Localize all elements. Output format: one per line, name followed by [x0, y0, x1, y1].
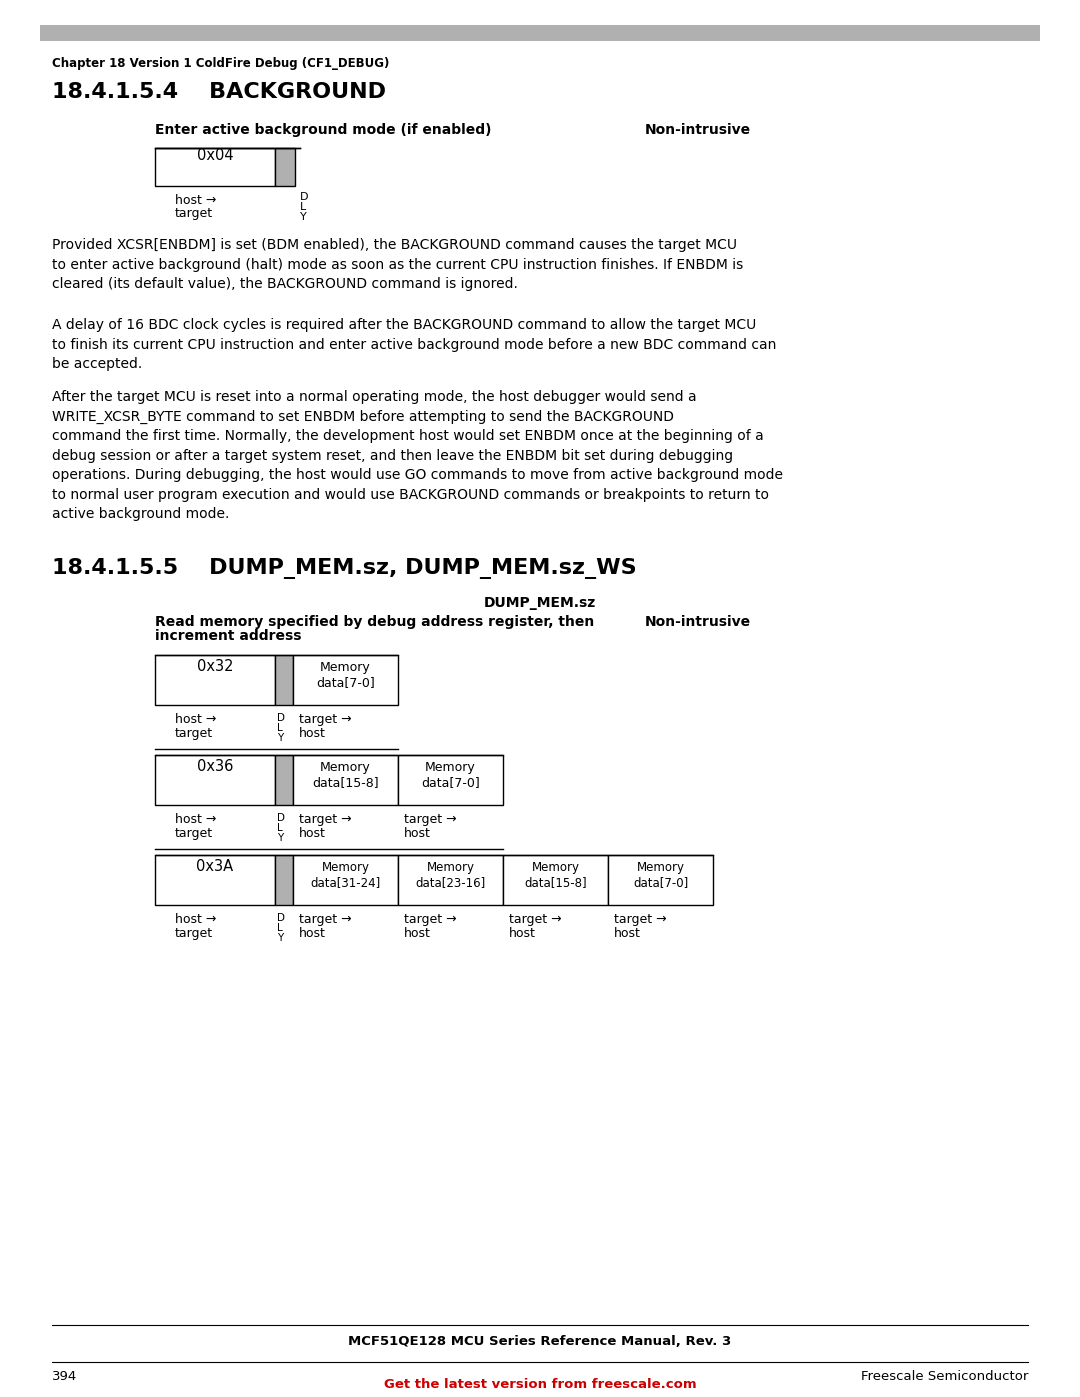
Text: Memory
data[15-8]: Memory data[15-8] [524, 861, 586, 888]
Bar [399, 855, 503, 905]
Bar [293, 855, 399, 905]
Text: Memory
data[7-0]: Memory data[7-0] [421, 761, 480, 789]
Text: DUMP_MEM.sz: DUMP_MEM.sz [484, 597, 596, 610]
Bar [293, 754, 399, 805]
Text: host: host [404, 827, 431, 840]
Text: host: host [299, 726, 326, 740]
Text: Memory
data[31-24]: Memory data[31-24] [310, 861, 380, 888]
Text: target: target [175, 928, 213, 940]
Text: Get the latest version from freescale.com: Get the latest version from freescale.co… [383, 1377, 697, 1391]
Text: L: L [276, 823, 283, 833]
Text: 0x3A: 0x3A [197, 859, 233, 875]
Bar [156, 855, 275, 905]
Text: target →: target → [299, 712, 352, 726]
Text: host: host [509, 928, 536, 940]
Bar [40, 25, 1040, 41]
Text: 0x04: 0x04 [197, 148, 233, 163]
Text: target →: target → [509, 914, 562, 926]
Bar [156, 754, 275, 805]
Text: D: D [300, 191, 309, 203]
Bar [503, 855, 608, 905]
Text: Memory
data[7-0]: Memory data[7-0] [633, 861, 688, 888]
Text: host →: host → [175, 813, 216, 826]
Text: Non-intrusive: Non-intrusive [645, 123, 751, 137]
Text: D: D [276, 914, 285, 923]
Text: L: L [300, 203, 307, 212]
Text: Y: Y [276, 933, 283, 943]
Text: host →: host → [175, 194, 216, 207]
Text: 394: 394 [52, 1370, 78, 1383]
Text: Provided XCSR[ENBDM] is set (BDM enabled), the BACKGROUND command causes the tar: Provided XCSR[ENBDM] is set (BDM enabled… [52, 237, 743, 291]
Bar [293, 655, 399, 705]
Text: 18.4.1.5.4    BACKGROUND: 18.4.1.5.4 BACKGROUND [52, 82, 386, 102]
Text: host: host [299, 827, 326, 840]
Text: target: target [175, 726, 213, 740]
Text: host →: host → [175, 712, 216, 726]
Text: 18.4.1.5.5    DUMP_MEM.sz, DUMP_MEM.sz_WS: 18.4.1.5.5 DUMP_MEM.sz, DUMP_MEM.sz_WS [52, 557, 636, 578]
Text: 0x32: 0x32 [197, 659, 233, 673]
Text: target →: target → [299, 813, 352, 826]
Text: Memory
data[7-0]: Memory data[7-0] [316, 661, 375, 689]
Text: target →: target → [404, 914, 457, 926]
Text: Enter active background mode (if enabled): Enter active background mode (if enabled… [156, 123, 491, 137]
Text: Y: Y [300, 212, 307, 222]
Text: L: L [276, 923, 283, 933]
Bar [275, 754, 293, 805]
Text: host: host [299, 928, 326, 940]
Text: D: D [276, 712, 285, 724]
Text: target →: target → [404, 813, 457, 826]
Text: host: host [404, 928, 431, 940]
Text: host: host [615, 928, 640, 940]
Bar [156, 655, 275, 705]
Text: target: target [175, 207, 213, 219]
Bar [156, 148, 275, 186]
Text: Memory
data[15-8]: Memory data[15-8] [312, 761, 379, 789]
Bar [275, 655, 293, 705]
Bar [608, 855, 713, 905]
Text: A delay of 16 BDC clock cycles is required after the BACKGROUND command to allow: A delay of 16 BDC clock cycles is requir… [52, 319, 777, 372]
Text: increment address: increment address [156, 629, 301, 643]
Text: 0x36: 0x36 [197, 759, 233, 774]
Bar [275, 855, 293, 905]
Text: MCF51QE128 MCU Series Reference Manual, Rev. 3: MCF51QE128 MCU Series Reference Manual, … [349, 1336, 731, 1348]
Text: D: D [276, 813, 285, 823]
Text: Memory
data[23-16]: Memory data[23-16] [416, 861, 486, 888]
Bar [399, 754, 503, 805]
Text: L: L [276, 724, 283, 733]
Text: Y: Y [276, 833, 283, 842]
Text: Non-intrusive: Non-intrusive [645, 615, 751, 629]
Text: target →: target → [615, 914, 666, 926]
Text: target: target [175, 827, 213, 840]
Text: Freescale Semiconductor: Freescale Semiconductor [861, 1370, 1028, 1383]
Text: target →: target → [299, 914, 352, 926]
Text: Read memory specified by debug address register, then: Read memory specified by debug address r… [156, 615, 594, 629]
Bar [275, 148, 295, 186]
Text: Chapter 18 Version 1 ColdFire Debug (CF1_DEBUG): Chapter 18 Version 1 ColdFire Debug (CF1… [52, 57, 390, 70]
Text: host →: host → [175, 914, 216, 926]
Text: After the target MCU is reset into a normal operating mode, the host debugger wo: After the target MCU is reset into a nor… [52, 390, 783, 521]
Text: Y: Y [276, 733, 283, 743]
